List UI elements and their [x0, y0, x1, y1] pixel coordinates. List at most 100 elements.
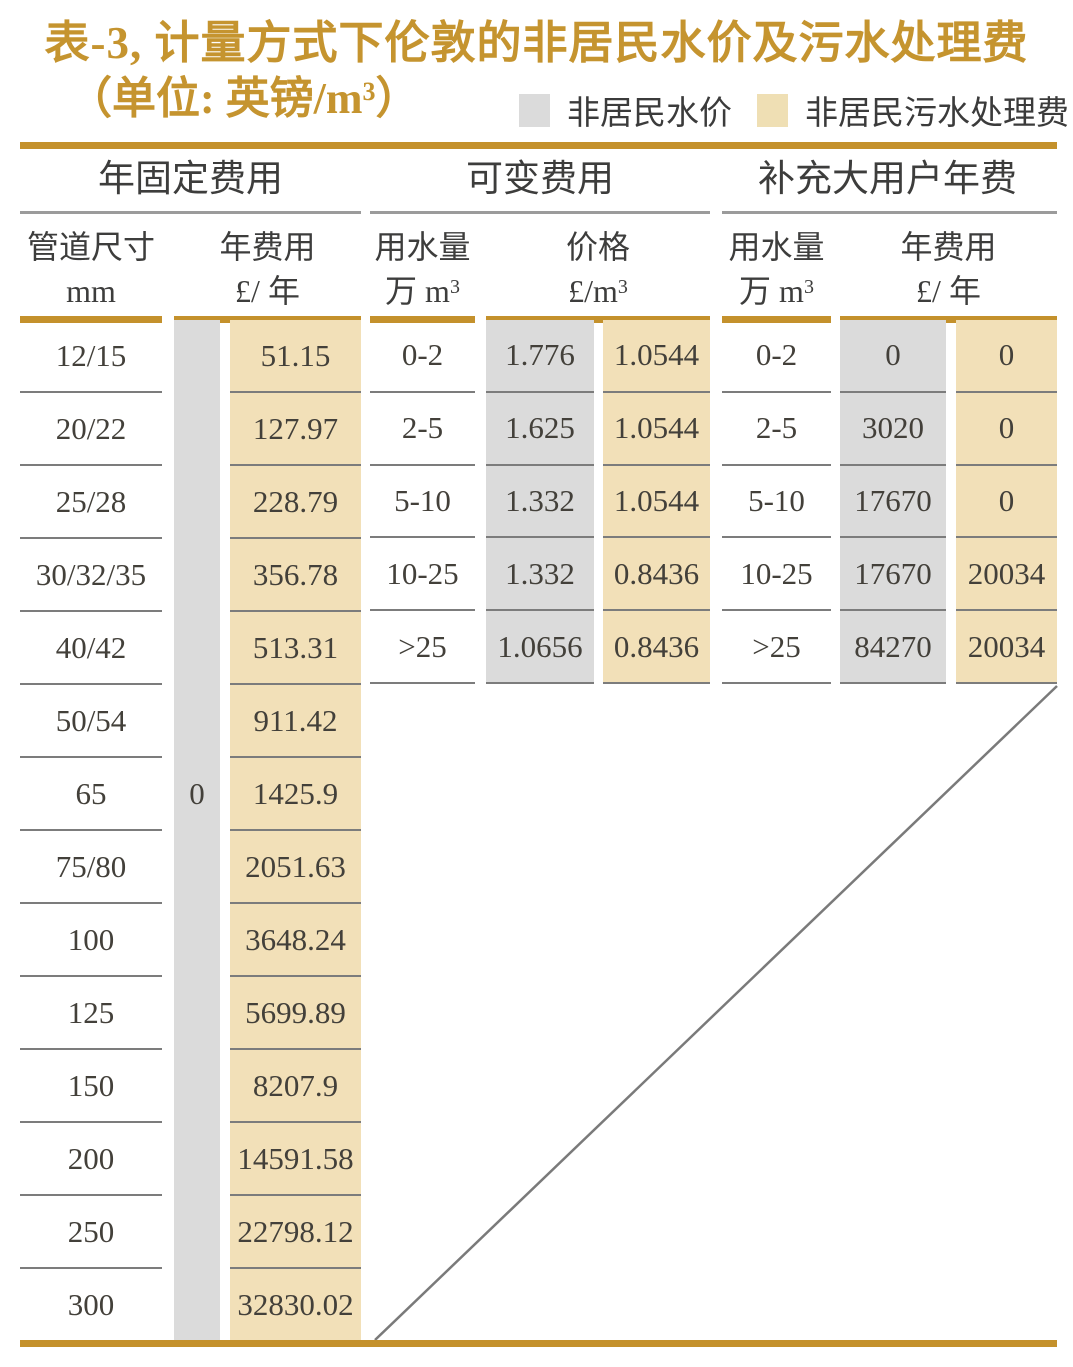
large-user-water-fee-cell: 0: [840, 320, 946, 393]
large-user-usage-cell: 10-25: [722, 538, 831, 612]
variable-sewage-price-cell: 0.8436: [603, 611, 710, 684]
variable-water-price-cell: 1.332: [486, 538, 594, 612]
large-user-usage-cell: 2-5: [722, 393, 831, 466]
variable-usage-column: 0-2 2-5 5-10 10-25 >25: [370, 320, 475, 684]
fixed-sewage-fee-cell: 3648.24: [230, 904, 361, 977]
unit-close-paren: ）: [375, 74, 420, 123]
variable-water-price-cell: 1.0656: [486, 611, 594, 684]
column-header-pipe-size: 管道尺寸 mm: [20, 227, 162, 311]
legend-label-sewage-fee: 非居民污水处理费: [805, 96, 1069, 132]
pipe-size-cell: 65: [20, 758, 162, 831]
water-fixed-fee-value: 0: [189, 775, 205, 811]
variable-sewage-price-cell: 1.0544: [603, 465, 710, 539]
fixed-sewage-fee-cell: 228.79: [230, 466, 361, 539]
variable-water-price-cell: 1.776: [486, 320, 594, 393]
column-gold-rule-pipe: [20, 316, 162, 323]
pipe-size-cell: 30/32/35: [20, 539, 162, 612]
fixed-sewage-fee-cell: 513.31: [230, 612, 361, 685]
header-line1: 用水量: [374, 229, 471, 265]
column-gold-rule-large-user-usage: [722, 316, 831, 323]
fixed-sewage-fee-cell: 911.42: [230, 685, 361, 758]
header-line1: 用水量: [728, 229, 825, 265]
pipe-size-cell: 150: [20, 1050, 162, 1123]
fixed-sewage-fee-cell: 8207.9: [230, 1050, 361, 1123]
column-gold-rule-variable-usage: [370, 316, 475, 323]
column-header-large-user-annual-fee: 年费用 £/ 年: [840, 227, 1057, 311]
pipe-size-cell: 125: [20, 977, 162, 1050]
pipe-size-cell: 50/54: [20, 685, 162, 758]
large-user-water-fee-cell: 17670: [840, 538, 946, 612]
fixed-sewage-fee-cell: 14591.58: [230, 1123, 361, 1196]
unit-superscript: 3: [362, 77, 376, 106]
large-user-sewage-fee-cell: 20034: [956, 611, 1057, 684]
variable-usage-cell: 5-10: [370, 466, 475, 539]
header-line2: £/m3: [568, 273, 628, 309]
variable-usage-cell: 10-25: [370, 538, 475, 612]
group-header-large-user-fee: 补充大用户年费: [758, 159, 1017, 200]
group-header-variable-fee: 可变费用: [466, 159, 614, 200]
top-gold-rule: [20, 142, 1057, 149]
variable-sewage-price-cell: 1.0544: [603, 320, 710, 393]
water-fixed-fee-merged-cell: 0: [174, 320, 220, 1340]
variable-usage-cell: >25: [370, 611, 475, 684]
header-line1: 价格: [565, 229, 630, 265]
variable-water-price-column: 1.776 1.625 1.332 1.332 1.0656: [486, 320, 594, 684]
diagonal-na-line: [374, 685, 1058, 1341]
large-user-water-fee-cell: 84270: [840, 611, 946, 684]
large-user-usage-column: 0-2 2-5 5-10 10-25 >25: [722, 320, 831, 684]
large-user-sewage-fee-cell: 0: [956, 392, 1057, 466]
column-header-fixed-annual-fee: 年费用 £/ 年: [174, 227, 361, 311]
legend: 非居民水价 非居民污水处理费: [519, 86, 1069, 134]
pipe-size-cell: 12/15: [20, 320, 162, 393]
large-user-water-fee-cell: 3020: [840, 392, 946, 466]
header-line2: 万 m3: [739, 273, 814, 309]
pipe-size-cell: 300: [67, 1286, 115, 1322]
variable-sewage-price-cell: 1.0544: [603, 392, 710, 466]
legend-swatch-water-price: [519, 93, 550, 127]
pipe-size-column: 12/15 20/22 25/28 30/32/35 40/42 50/54 65 75/80…: [20, 320, 162, 1340]
fixed-sewage-fee-cell: 22798.12: [230, 1196, 361, 1269]
legend-label-water-price: 非居民水价: [567, 96, 732, 132]
header-line2: 万 m3: [385, 273, 460, 309]
pipe-size-cell: 40/42: [20, 612, 162, 685]
fixed-sewage-fee-cell: 127.97: [230, 393, 361, 466]
fixed-sewage-fee-cell: 32830.02: [230, 1269, 361, 1340]
pipe-size-cell: 75/80: [20, 831, 162, 904]
variable-usage-cell: 0-2: [370, 320, 475, 393]
header-line1: 管道尺寸: [26, 229, 155, 265]
large-user-sewage-fee-cell: 20034: [956, 538, 1057, 612]
bottom-gold-rule: [20, 1340, 1057, 1347]
header-line2: £/ 年: [916, 273, 981, 309]
variable-sewage-price-column: 1.0544 1.0544 1.0544 0.8436 0.8436: [603, 320, 710, 684]
group-header-fixed-fee: 年固定费用: [98, 159, 283, 200]
header-line2: mm: [66, 273, 116, 309]
header-line2: £/ 年: [235, 273, 300, 309]
column-header-variable-price: 价格 £/m3: [486, 227, 710, 311]
fixed-sewage-fee-cell: 2051.63: [230, 831, 361, 904]
pipe-size-cell: 200: [20, 1123, 162, 1196]
fixed-sewage-fee-cell: 51.15: [230, 320, 361, 393]
pipe-size-cell: 100: [20, 904, 162, 977]
pipe-size-cell: 20/22: [20, 393, 162, 466]
large-user-usage-cell: 5-10: [722, 466, 831, 539]
unit-text: （单位: 英镑/m: [68, 74, 363, 123]
fixed-sewage-fee-cell: 1425.9: [230, 758, 361, 831]
large-user-water-fee-column: 0 3020 17670 17670 84270: [840, 320, 946, 684]
column-gold-rule-variable-price: [486, 316, 710, 323]
legend-swatch-sewage-fee: [757, 93, 788, 127]
sewage-fixed-fee-column: 51.15 127.97 228.79 356.78 513.31 911.42 1425.…: [230, 320, 361, 1340]
group-underline-fixed: [20, 211, 361, 214]
pipe-size-cell: 25/28: [20, 466, 162, 539]
large-user-sewage-fee-cell: 0: [956, 320, 1057, 393]
large-user-water-fee-cell: 17670: [840, 465, 946, 539]
column-gold-rule-large-user-fee: [840, 316, 1057, 323]
variable-water-price-cell: 1.332: [486, 465, 594, 539]
large-user-sewage-fee-cell: 0: [956, 465, 1057, 539]
large-user-sewage-fee-column: 0 0 0 20034 20034: [956, 320, 1057, 684]
fixed-sewage-fee-cell: 356.78: [230, 539, 361, 612]
large-user-usage-cell: >25: [722, 611, 831, 684]
variable-sewage-price-cell: 0.8436: [603, 538, 710, 612]
pipe-size-cell: 250: [20, 1196, 162, 1269]
group-underline-large-user: [722, 211, 1057, 214]
